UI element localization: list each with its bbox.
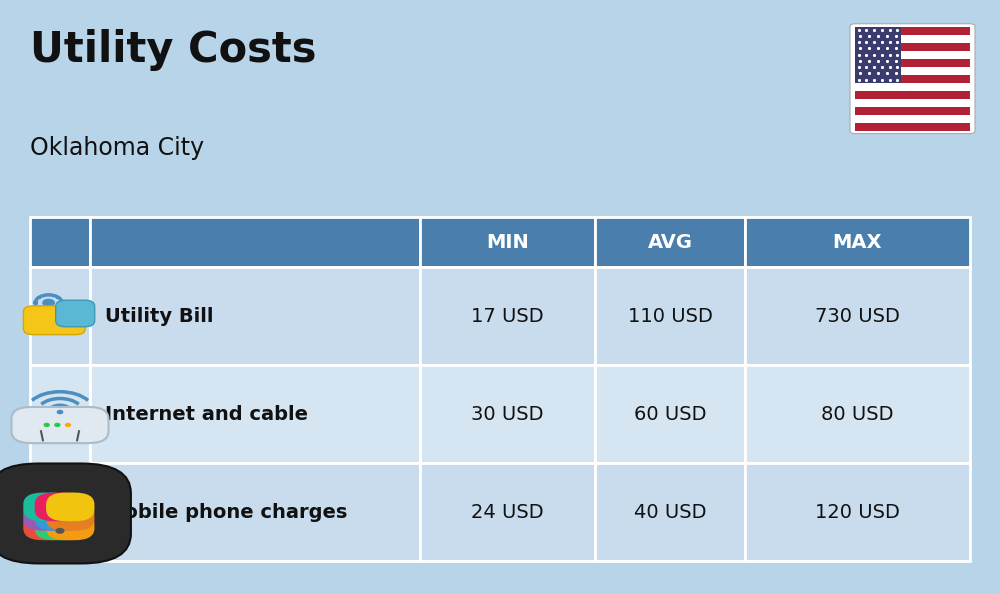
Text: AVG: AVG <box>647 233 692 251</box>
Text: MIN: MIN <box>486 233 529 251</box>
Bar <box>745 267 970 365</box>
Bar <box>46 309 51 312</box>
Bar <box>30 463 90 561</box>
Bar <box>595 217 745 267</box>
Bar <box>56 296 60 299</box>
Bar <box>855 50 970 59</box>
Bar <box>30 267 90 365</box>
Bar <box>90 365 420 463</box>
Text: 24 USD: 24 USD <box>471 503 544 522</box>
Text: Utility Bill: Utility Bill <box>105 307 214 326</box>
FancyBboxPatch shape <box>23 502 72 531</box>
Bar <box>855 67 970 75</box>
Text: Internet and cable: Internet and cable <box>105 405 308 424</box>
Bar <box>56 307 60 309</box>
Bar <box>855 59 970 67</box>
Text: Mobile phone charges: Mobile phone charges <box>105 503 347 522</box>
FancyBboxPatch shape <box>23 511 72 540</box>
Bar <box>595 267 745 365</box>
Bar <box>37 296 41 299</box>
Text: Utility Costs: Utility Costs <box>30 29 316 71</box>
Bar <box>90 217 420 267</box>
Bar <box>855 83 970 91</box>
FancyBboxPatch shape <box>46 502 94 531</box>
Bar <box>855 123 970 131</box>
Text: 60 USD: 60 USD <box>634 405 706 424</box>
Bar <box>60 301 64 304</box>
Bar <box>745 365 970 463</box>
Text: 730 USD: 730 USD <box>815 307 900 326</box>
Text: 120 USD: 120 USD <box>815 503 900 522</box>
FancyBboxPatch shape <box>35 502 83 531</box>
Bar <box>595 463 745 561</box>
Text: 110 USD: 110 USD <box>628 307 712 326</box>
Circle shape <box>57 410 63 413</box>
Circle shape <box>55 424 60 426</box>
Bar <box>855 91 970 99</box>
Bar <box>855 27 901 83</box>
FancyBboxPatch shape <box>23 492 72 522</box>
Bar <box>855 43 970 50</box>
Text: MAX: MAX <box>833 233 882 251</box>
Bar <box>37 307 41 309</box>
Bar <box>420 463 595 561</box>
FancyBboxPatch shape <box>850 24 975 134</box>
Circle shape <box>66 424 70 426</box>
Circle shape <box>44 424 49 426</box>
Text: 17 USD: 17 USD <box>471 307 544 326</box>
FancyBboxPatch shape <box>23 306 85 334</box>
FancyBboxPatch shape <box>0 463 131 564</box>
Bar <box>420 365 595 463</box>
FancyBboxPatch shape <box>12 407 108 443</box>
Bar <box>855 27 970 34</box>
FancyBboxPatch shape <box>46 492 94 522</box>
Text: 40 USD: 40 USD <box>634 503 706 522</box>
FancyBboxPatch shape <box>35 511 83 540</box>
Bar <box>90 267 420 365</box>
FancyBboxPatch shape <box>56 300 95 327</box>
Bar <box>855 115 970 123</box>
Circle shape <box>43 299 54 306</box>
Bar <box>30 217 90 267</box>
Bar <box>855 75 970 83</box>
Bar <box>33 301 38 304</box>
Bar <box>745 463 970 561</box>
Bar <box>420 217 595 267</box>
Text: 30 USD: 30 USD <box>471 405 544 424</box>
Bar <box>44 497 76 531</box>
FancyBboxPatch shape <box>35 492 83 522</box>
Bar <box>855 99 970 107</box>
Text: 80 USD: 80 USD <box>821 405 894 424</box>
Text: Oklahoma City: Oklahoma City <box>30 137 204 160</box>
FancyBboxPatch shape <box>46 511 94 540</box>
Bar <box>745 217 970 267</box>
Bar <box>90 463 420 561</box>
Bar <box>46 293 51 296</box>
Circle shape <box>56 529 64 533</box>
Bar <box>595 365 745 463</box>
Bar <box>855 107 970 115</box>
Bar <box>420 267 595 365</box>
Bar <box>30 365 90 463</box>
Bar <box>855 34 970 43</box>
